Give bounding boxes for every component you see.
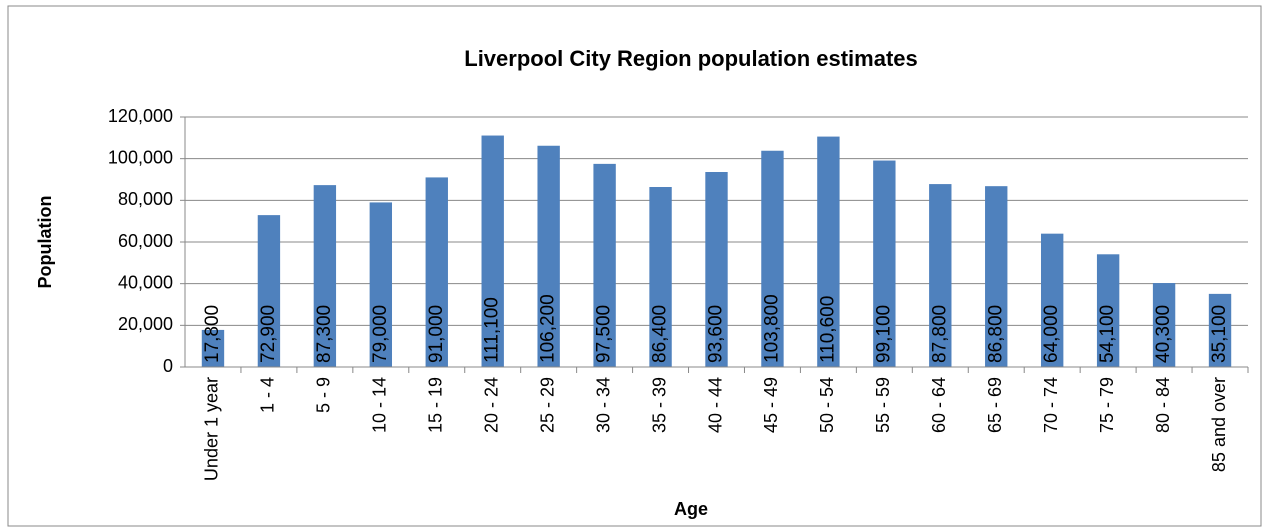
y-tick-label: 100,000 bbox=[108, 147, 173, 167]
x-axis-label: Age bbox=[674, 499, 708, 519]
chart-title: Liverpool City Region population estimat… bbox=[464, 46, 918, 71]
y-tick-label: 40,000 bbox=[118, 272, 173, 292]
data-label: 110,600 bbox=[817, 296, 838, 363]
bar bbox=[201, 329, 225, 367]
bar bbox=[1152, 283, 1176, 367]
y-axis-label: Population bbox=[35, 196, 55, 289]
chart-border bbox=[7, 5, 1262, 527]
bar bbox=[425, 177, 448, 367]
bar bbox=[761, 150, 784, 367]
y-tick-label: 80,000 bbox=[118, 189, 173, 209]
x-tick-label: 35 - 39 bbox=[649, 377, 669, 433]
data-label: 86,400 bbox=[650, 305, 671, 363]
data-label: 111,100 bbox=[482, 297, 503, 363]
x-tick-label: 40 - 44 bbox=[705, 377, 725, 433]
x-tick-label: 80 - 84 bbox=[1153, 377, 1173, 433]
x-tick-label: 30 - 34 bbox=[593, 377, 613, 433]
bar bbox=[257, 215, 281, 367]
bar bbox=[649, 187, 672, 367]
data-label: 54,100 bbox=[1097, 305, 1118, 363]
x-tick-label: 55 - 59 bbox=[873, 377, 893, 433]
bar bbox=[705, 172, 728, 367]
x-tick-label: 45 - 49 bbox=[761, 377, 781, 433]
x-tick-label: 20 - 24 bbox=[481, 377, 501, 433]
bar bbox=[1096, 254, 1120, 367]
data-label: 87,300 bbox=[314, 305, 335, 363]
data-label: 40,300 bbox=[1153, 305, 1174, 363]
data-label: 97,500 bbox=[594, 305, 615, 363]
x-tick-label: 15 - 19 bbox=[426, 377, 446, 433]
x-tick-label: 75 - 79 bbox=[1097, 377, 1117, 433]
data-label: 103,800 bbox=[761, 294, 782, 363]
bar bbox=[1040, 233, 1064, 367]
data-label: 72,900 bbox=[258, 305, 279, 363]
bar bbox=[985, 186, 1008, 367]
data-label: 79,000 bbox=[370, 305, 391, 363]
x-tick-label: 5 - 9 bbox=[314, 377, 334, 413]
bar bbox=[313, 185, 337, 367]
data-label: 17,800 bbox=[202, 305, 223, 363]
bar bbox=[817, 136, 840, 367]
x-tick-label: 85 and over bbox=[1209, 377, 1229, 472]
data-label: 106,200 bbox=[538, 294, 559, 363]
y-tick-label: 0 bbox=[163, 356, 173, 376]
y-tick-label: 120,000 bbox=[108, 106, 173, 126]
bar bbox=[481, 135, 504, 367]
x-tick-label: 65 - 69 bbox=[985, 377, 1005, 433]
bar bbox=[873, 160, 896, 367]
bar bbox=[929, 184, 952, 367]
bar bbox=[537, 145, 560, 367]
x-tick-label: 10 - 14 bbox=[370, 377, 390, 433]
x-tick-label: 1 - 4 bbox=[258, 377, 278, 413]
x-tick-label: 25 - 29 bbox=[537, 377, 557, 433]
data-label: 86,800 bbox=[985, 305, 1006, 363]
x-tick-label: Under 1 year bbox=[202, 377, 222, 481]
bar bbox=[369, 202, 393, 367]
x-tick-label: 70 - 74 bbox=[1041, 377, 1061, 433]
bar bbox=[1208, 293, 1232, 367]
data-label: 93,600 bbox=[706, 305, 727, 363]
y-tick-label: 60,000 bbox=[118, 231, 173, 251]
x-tick-label: 50 - 54 bbox=[817, 377, 837, 433]
x-tick-label: 60 - 64 bbox=[929, 377, 949, 433]
bar bbox=[593, 163, 616, 367]
data-label: 35,100 bbox=[1209, 305, 1230, 363]
data-label: 99,100 bbox=[873, 305, 894, 363]
y-tick-label: 20,000 bbox=[118, 314, 173, 334]
data-label: 64,000 bbox=[1041, 305, 1062, 363]
data-label: 87,800 bbox=[929, 305, 950, 363]
data-label: 91,000 bbox=[426, 305, 447, 363]
